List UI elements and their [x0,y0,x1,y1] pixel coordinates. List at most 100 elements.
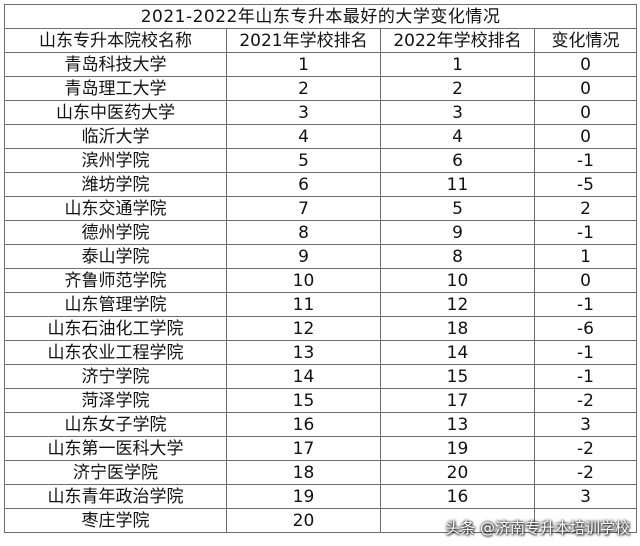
rank-2021-cell: 18 [226,460,381,485]
change-cell: -1 [533,220,638,245]
change-cell: 1 [533,244,638,269]
header-change: 变化情况 [533,28,638,53]
table-title: 2021-2022年山东专升本最好的大学变化情况 [3,4,638,29]
change-cell: 0 [533,100,638,125]
change-cell: 2 [533,196,638,221]
change-cell: -1 [533,148,638,173]
school-name-cell: 青岛理工大学 [4,76,227,101]
rank-2022-cell: 4 [380,124,535,149]
rank-2021-cell: 8 [226,220,381,245]
change-cell: 0 [533,268,638,293]
change-cell: 3 [533,484,638,509]
table-row: 山东女子学院 16 13 3 [4,412,638,437]
school-name-cell: 山东中医药大学 [4,100,227,125]
table-row: 滨州学院 5 6 -1 [4,148,638,173]
school-name-cell: 山东女子学院 [4,412,227,437]
school-name-cell: 山东青年政治学院 [4,484,227,509]
school-name-cell: 青岛科技大学 [4,52,227,77]
table-row: 山东青年政治学院 19 16 3 [4,484,638,509]
school-name-cell: 齐鲁师范学院 [4,268,227,293]
rank-2021-cell: 3 [226,100,381,125]
rank-2022-cell: 1 [380,52,535,77]
school-name-cell: 山东交通学院 [4,196,227,221]
change-cell: -5 [533,172,638,197]
rank-2021-cell: 17 [226,436,381,461]
table-row: 青岛科技大学 1 1 0 [4,52,638,77]
watermark: 头条 @济南专升本培训学校 [445,519,630,537]
table-row: 山东农业工程学院 13 14 -1 [4,340,638,365]
rank-2022-cell: 15 [380,364,535,389]
school-name-cell: 济宁医学院 [4,460,227,485]
rank-2021-cell: 12 [226,316,381,341]
table-row: 德州学院 8 9 -1 [4,220,638,245]
table-row: 青岛理工大学 2 2 0 [4,76,638,101]
school-name-cell: 山东第一医科大学 [4,436,227,461]
school-name-cell: 山东农业工程学院 [4,340,227,365]
change-cell: 0 [533,76,638,101]
rank-2021-cell: 16 [226,412,381,437]
rank-2021-cell: 14 [226,364,381,389]
rank-2021-cell: 6 [226,172,381,197]
header-rank-2022: 2022年学校排名 [380,28,535,53]
rank-2021-cell: 9 [226,244,381,269]
school-name-cell: 潍坊学院 [4,172,227,197]
rank-2021-cell: 13 [226,340,381,365]
table-row: 山东中医药大学 3 3 0 [4,100,638,125]
change-cell [533,508,638,533]
table-row: 泰山学院 9 8 1 [4,244,638,269]
header-school-name: 山东专升本院校名称 [4,28,227,53]
table-row: 潍坊学院 6 11 -5 [4,172,638,197]
rank-2022-cell: 20 [380,460,535,485]
rank-2022-cell: 16 [380,484,535,509]
header-row: 山东专升本院校名称 2021年学校排名 2022年学校排名 变化情况 [4,28,638,53]
school-name-cell: 枣庄学院 [4,508,227,533]
table-row: 菏泽学院 15 17 -2 [4,388,638,413]
table-row: 山东第一医科大学 17 19 -2 [4,436,638,461]
school-name-cell: 菏泽学院 [4,388,227,413]
table-row: 济宁学院 14 15 -1 [4,364,638,389]
school-name-cell: 滨州学院 [4,148,227,173]
school-name-cell: 济宁学院 [4,364,227,389]
school-name-cell: 泰山学院 [4,244,227,269]
rank-2021-cell: 5 [226,148,381,173]
table-row: 山东管理学院 11 12 -1 [4,292,638,317]
change-cell: -1 [533,364,638,389]
rank-2022-cell: 14 [380,340,535,365]
rank-2022-cell: 10 [380,268,535,293]
school-name-cell: 德州学院 [4,220,227,245]
rank-2022-cell: 3 [380,100,535,125]
rank-2022-cell: 13 [380,412,535,437]
table-row: 临沂大学 4 4 0 [4,124,638,149]
change-cell: 0 [533,52,638,77]
change-cell: -1 [533,292,638,317]
change-cell: 3 [533,412,638,437]
rank-2022-cell: 5 [380,196,535,221]
change-cell: -2 [533,460,638,485]
rank-2022-cell: 12 [380,292,535,317]
change-cell: 0 [533,124,638,149]
rank-2022-cell: 19 [380,436,535,461]
header-rank-2021: 2021年学校排名 [226,28,381,53]
rank-2021-cell: 2 [226,76,381,101]
rank-2022-cell: 18 [380,316,535,341]
change-cell: -2 [533,436,638,461]
ranking-table: 2021-2022年山东专升本最好的大学变化情况 山东专升本院校名称 2021年… [3,4,638,533]
table-row: 枣庄学院 20 [4,508,638,533]
rank-2022-cell: 6 [380,148,535,173]
school-name-cell: 山东管理学院 [4,292,227,317]
table-row: 济宁医学院 18 20 -2 [4,460,638,485]
rank-2022-cell: 17 [380,388,535,413]
rank-2022-cell: 11 [380,172,535,197]
rank-2021-cell: 15 [226,388,381,413]
rank-2022-cell: 2 [380,76,535,101]
title-row: 2021-2022年山东专升本最好的大学变化情况 [3,4,638,29]
table-row: 山东交通学院 7 5 2 [4,196,638,221]
rank-2021-cell: 11 [226,292,381,317]
rank-2021-cell: 1 [226,52,381,77]
school-name-cell: 临沂大学 [4,124,227,149]
table-row: 齐鲁师范学院 10 10 0 [4,268,638,293]
change-cell: -1 [533,340,638,365]
rank-2021-cell: 7 [226,196,381,221]
rank-2022-cell: 8 [380,244,535,269]
school-name-cell: 山东石油化工学院 [4,316,227,341]
